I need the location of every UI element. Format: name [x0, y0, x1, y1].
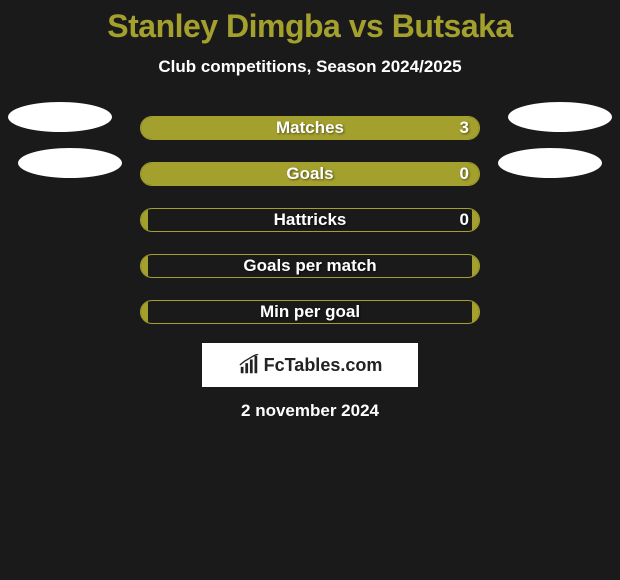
stat-row-goals-per-match: Goals per match	[0, 243, 620, 289]
logo-inner: FcTables.com	[238, 354, 383, 376]
stat-bar-goals-per-match: Goals per match	[140, 254, 480, 278]
stat-row-matches: Matches 3	[0, 105, 620, 151]
page-title: Stanley Dimgba vs Butsaka	[0, 8, 620, 45]
stat-row-min-per-goal: Min per goal	[0, 289, 620, 335]
date-label: 2 november 2024	[0, 401, 620, 421]
stat-label: Matches	[141, 118, 479, 138]
stat-label: Goals per match	[141, 256, 479, 276]
logo-box: FcTables.com	[202, 343, 418, 387]
stat-bar-matches: Matches 3	[140, 116, 480, 140]
stat-label: Hattricks	[141, 210, 479, 230]
logo-text: FcTables.com	[264, 355, 383, 376]
stat-value-right: 0	[460, 164, 469, 184]
comparison-widget: Stanley Dimgba vs Butsaka Club competiti…	[0, 0, 620, 421]
chart-icon	[238, 354, 260, 376]
stat-bar-hattricks: Hattricks 0	[140, 208, 480, 232]
stat-label: Min per goal	[141, 302, 479, 322]
stat-row-hattricks: Hattricks 0	[0, 197, 620, 243]
player-avatar-right-2	[498, 148, 602, 178]
stat-value-right: 0	[460, 210, 469, 230]
player-avatar-right-1	[508, 102, 612, 132]
player-avatar-left-1	[8, 102, 112, 132]
stat-bar-goals: Goals 0	[140, 162, 480, 186]
player-avatar-left-2	[18, 148, 122, 178]
stats-area: Matches 3 Goals 0 Hattricks 0	[0, 105, 620, 335]
stat-bar-min-per-goal: Min per goal	[140, 300, 480, 324]
stat-row-goals: Goals 0	[0, 151, 620, 197]
stat-value-right: 3	[460, 118, 469, 138]
stat-label: Goals	[141, 164, 479, 184]
page-subtitle: Club competitions, Season 2024/2025	[0, 57, 620, 77]
